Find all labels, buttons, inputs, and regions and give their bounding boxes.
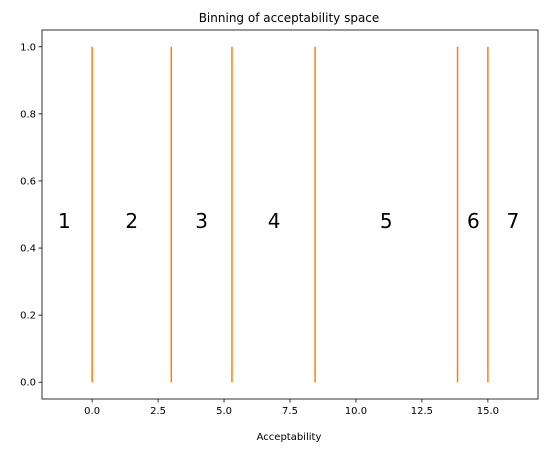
bin-label-4: 4 [268, 209, 281, 233]
bin-label-6: 6 [467, 209, 480, 233]
x-tick-label: 15.0 [477, 406, 499, 417]
y-tick-label: 0.2 [20, 311, 36, 322]
y-tick-label: 0.8 [20, 109, 36, 120]
y-tick-label: 0.0 [20, 378, 36, 389]
x-tick-label: 0.0 [84, 406, 100, 417]
y-tick-label: 0.4 [20, 244, 36, 255]
bin-label-7: 7 [507, 209, 520, 233]
bin-label-3: 3 [195, 209, 208, 233]
bin-label-2: 2 [125, 209, 138, 233]
x-axis: 0.0 2.5 5.0 7.5 10.0 12.5 15.0 [84, 399, 499, 417]
y-axis: 0.0 0.2 0.4 0.6 0.8 1.0 [20, 42, 42, 389]
x-tick-label: 2.5 [150, 406, 166, 417]
y-tick-label: 0.6 [20, 176, 36, 187]
x-axis-label: Acceptability [257, 432, 322, 443]
x-tick-label: 7.5 [282, 406, 298, 417]
boundary-lines [91, 46, 489, 383]
x-tick-label: 12.5 [411, 406, 433, 417]
bin-labels: 1 2 3 4 5 6 7 [58, 209, 519, 233]
chart-title: Binning of acceptability space [199, 11, 380, 25]
x-tick-label: 10.0 [345, 406, 367, 417]
x-tick-label: 5.0 [216, 406, 232, 417]
bin-label-1: 1 [58, 209, 71, 233]
bin-label-5: 5 [380, 209, 393, 233]
y-tick-label: 1.0 [20, 42, 36, 53]
